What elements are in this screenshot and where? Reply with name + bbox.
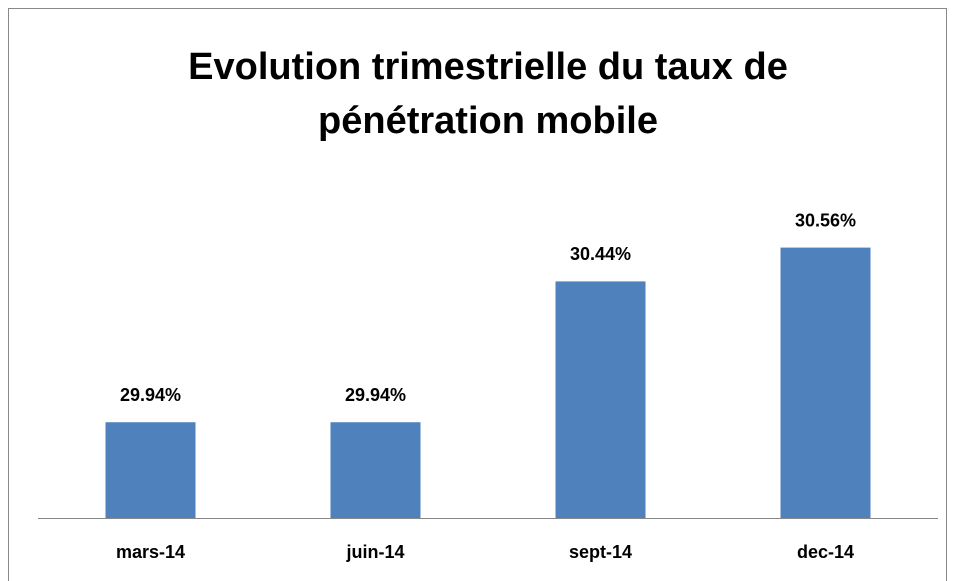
chart-title: Evolution trimestrielle du taux de pénét…	[188, 46, 788, 142]
bar	[105, 422, 196, 518]
bar	[780, 247, 871, 518]
data-label: 30.44%	[570, 244, 631, 264]
bar	[555, 281, 646, 518]
chart-border	[8, 8, 947, 581]
data-label: 30.56%	[795, 210, 856, 230]
data-label: 29.94%	[120, 385, 181, 405]
x-tick-label: dec-14	[797, 542, 854, 562]
x-tick-label: juin-14	[345, 542, 404, 562]
bar	[330, 422, 421, 518]
x-tick-label: sept-14	[569, 542, 632, 562]
data-label: 29.94%	[345, 385, 406, 405]
x-tick-label: mars-14	[116, 542, 185, 562]
